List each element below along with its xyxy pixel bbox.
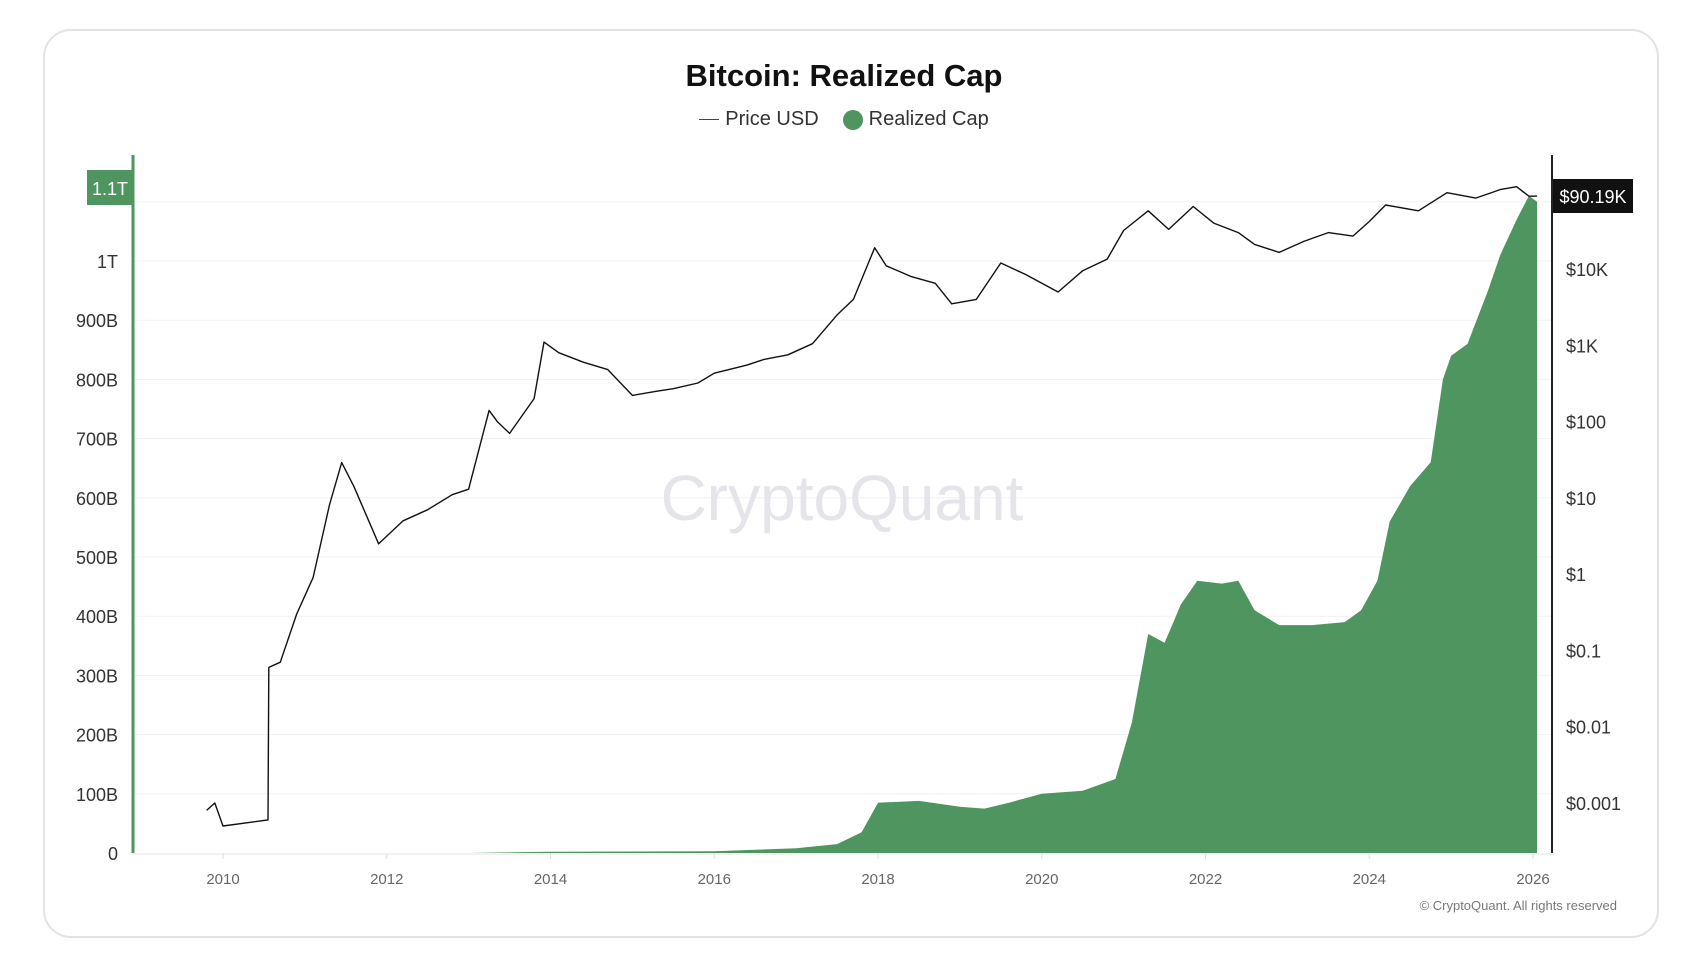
right-axis-tick-label: $100 — [1566, 413, 1606, 433]
current-price-badge — [1553, 179, 1633, 213]
right-axis-tick-label: $1 — [1566, 565, 1586, 585]
x-axis-tick-label: 2016 — [698, 871, 731, 888]
right-axis-tick-label: $0.1 — [1566, 641, 1601, 661]
chart-title: Bitcoin: Realized Cap — [685, 58, 1003, 93]
left-axis-tick-label: 0 — [108, 844, 118, 864]
x-axis-tick-label: 2020 — [1025, 871, 1058, 888]
right-axis-tick-label: $10 — [1566, 489, 1596, 509]
right-axis-tick-label: $1K — [1566, 336, 1598, 356]
realized-cap-legend-dot-icon — [842, 109, 863, 130]
legend-realized-cap[interactable]: Realized Cap — [868, 108, 989, 131]
left-axis-tick-label: 900B — [76, 311, 118, 331]
copyright: © CryptoQuant. All rights reserved — [1419, 898, 1617, 913]
x-axis-tick-label: 2026 — [1516, 871, 1549, 888]
price-legend-line-icon — [699, 119, 720, 121]
left-axis-tick-label: 100B — [76, 785, 118, 805]
left-axis-tick-label: 800B — [76, 370, 118, 390]
left-axis-tick-label: 1T — [97, 252, 118, 272]
left-axis-tick-label: 300B — [76, 666, 118, 686]
current-realized-cap-badge — [87, 170, 133, 205]
left-axis-tick-label: 200B — [76, 726, 118, 746]
x-axis-tick-label: 2012 — [370, 871, 403, 888]
left-axis-tick-label: 500B — [76, 548, 118, 568]
left-axis-tick-label: 600B — [76, 489, 118, 509]
x-axis-tick-label: 2024 — [1353, 871, 1386, 888]
x-axis-tick-label: 2022 — [1189, 871, 1222, 888]
legend: Price USD Realized Cap — [0, 108, 1688, 131]
left-axis-tick-label: 400B — [76, 607, 118, 627]
x-axis-tick-label: 2018 — [861, 871, 894, 888]
right-axis-tick-label: $0.001 — [1566, 794, 1621, 814]
right-axis-tick-label: $0.01 — [1566, 718, 1611, 738]
realized-cap-area — [206, 195, 1538, 853]
left-axis-tick-label: 700B — [76, 430, 118, 450]
legend-price[interactable]: Price USD — [725, 108, 819, 131]
right-axis-tick-label: $10K — [1566, 260, 1608, 280]
current-realized-cap-label: 1.1T — [92, 179, 128, 199]
current-price-label: $90.19K — [1559, 187, 1626, 207]
watermark: CryptoQuant — [661, 462, 1024, 534]
x-axis-tick-label: 2010 — [206, 871, 239, 888]
price-line — [206, 185, 1538, 827]
x-axis-tick-label: 2014 — [534, 871, 567, 888]
